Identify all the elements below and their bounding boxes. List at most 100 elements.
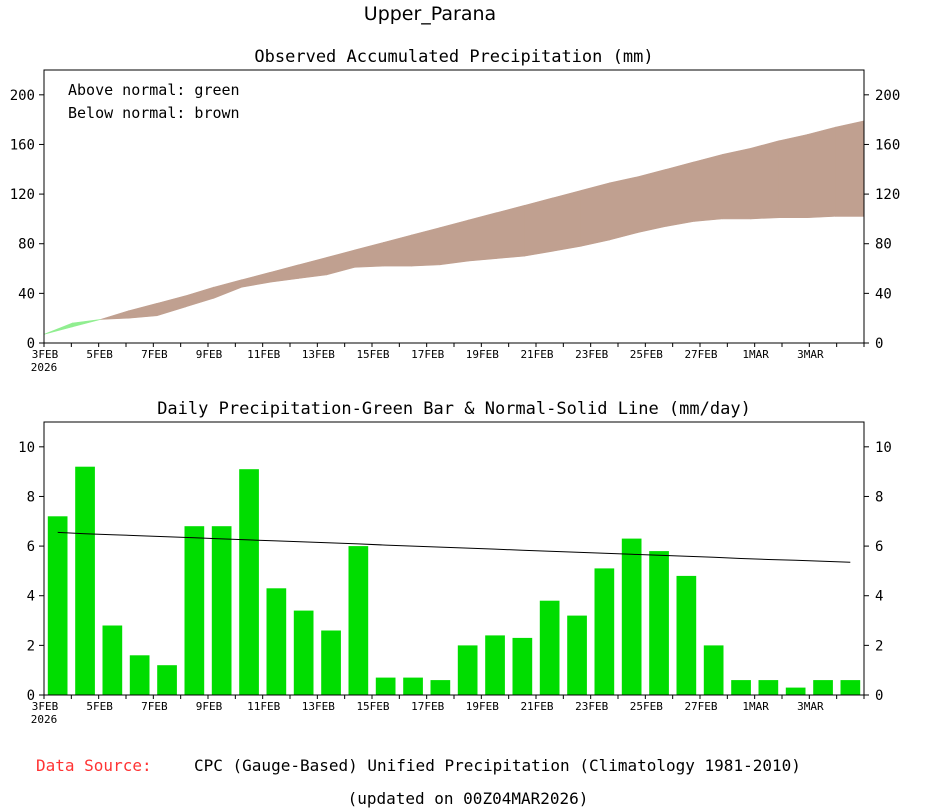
precip-bar — [785, 687, 806, 695]
accum-xtick-label: 11FEB — [247, 348, 280, 361]
accum-ytick-label-right: 120 — [875, 187, 900, 203]
precip-bar — [348, 546, 369, 695]
precip-bar — [621, 538, 642, 695]
daily-ytick-label-left: 8 — [27, 489, 35, 505]
daily-ytick-label-left: 6 — [27, 539, 35, 555]
precip-bar — [47, 516, 68, 695]
below-normal-band — [552, 190, 582, 252]
daily-ytick-label-left: 10 — [18, 440, 35, 456]
accum-ytick-label-right: 200 — [875, 88, 900, 104]
precip-bar — [731, 680, 751, 695]
precip-bar — [703, 645, 724, 695]
accum-ytick-label-left: 40 — [18, 286, 35, 302]
below-normal-band — [411, 227, 441, 267]
below-normal-band — [524, 197, 554, 257]
accum-ytick-label-right: 80 — [875, 237, 892, 253]
legend-below-normal: Below normal: brown — [68, 104, 240, 122]
precip-bar — [375, 677, 396, 695]
accum-xtick-label: 21FEB — [520, 348, 553, 361]
below-normal-band — [241, 271, 271, 288]
accum-xtick-label: 19FEB — [466, 348, 499, 361]
legend-above-normal: Above normal: green — [68, 81, 240, 99]
daily-ytick-label-left: 0 — [27, 688, 35, 704]
daily-axes: Daily Precipitation-Green Bar & Normal-S… — [18, 399, 892, 726]
accum-xtick-label: 5FEB — [86, 348, 113, 361]
accum-ytick-label-right: 160 — [875, 137, 900, 153]
precip-bar — [539, 600, 560, 695]
daily-ytick-label-right: 4 — [875, 589, 883, 605]
precip-bar — [75, 466, 95, 695]
precip-bar — [512, 637, 533, 695]
below-normal-band — [382, 234, 412, 267]
accum-xtick-label: 15FEB — [356, 348, 389, 361]
precip-bar — [758, 680, 779, 695]
precip-bar — [102, 625, 123, 695]
daily-xtick-label: 15FEB — [356, 700, 389, 713]
accum-title: Observed Accumulated Precipitation (mm) — [254, 47, 653, 67]
precip-bar — [567, 615, 587, 695]
precip-bar — [840, 680, 861, 695]
daily-xtick-label: 11FEB — [247, 700, 280, 713]
precip-bar — [157, 665, 177, 695]
data-source-text: CPC (Gauge-Based) Unified Precipitation … — [194, 756, 801, 775]
below-normal-band — [637, 168, 667, 233]
below-normal-band — [213, 279, 243, 299]
daily-ytick-label-right: 0 — [875, 688, 883, 704]
accum-xtick-label: 17FEB — [411, 348, 444, 361]
accum-axes: Observed Accumulated Precipitation (mm) 0… — [10, 47, 901, 374]
precip-bar — [266, 588, 287, 695]
accum-xtick-label: 7FEB — [141, 348, 168, 361]
daily-xtick-label: 9FEB — [196, 700, 223, 713]
daily-xtick-label: 3MAR — [797, 700, 824, 713]
daily-xtick-label: 7FEB — [141, 700, 168, 713]
precip-bar — [676, 575, 697, 695]
daily-xtick-label: 13FEB — [302, 700, 335, 713]
normal-line — [57, 531, 851, 563]
accum-xyear-label: 2026 — [31, 361, 58, 374]
below-normal-band — [750, 140, 780, 220]
daily-xtick-label: 1MAR — [742, 700, 769, 713]
accum-plot-frame — [43, 69, 865, 344]
below-normal-band — [100, 310, 130, 320]
accum-xtick-label: 1MAR — [742, 348, 769, 361]
below-normal-band — [185, 286, 214, 308]
precip-bar — [184, 526, 205, 695]
below-normal-band — [298, 257, 328, 279]
below-normal-band — [835, 120, 865, 217]
below-normal-band — [722, 147, 752, 220]
precip-bar — [594, 568, 615, 695]
accum-ytick-label-left: 160 — [10, 137, 35, 153]
precip-bar — [430, 680, 451, 695]
precip-bar — [239, 469, 259, 695]
daily-xtick-label: 27FEB — [684, 700, 717, 713]
accum-ytick-label-left: 80 — [18, 237, 35, 253]
daily-xyear-label: 2026 — [31, 713, 58, 726]
daily-xtick-label: 21FEB — [520, 700, 553, 713]
daily-xtick-label: 25FEB — [630, 700, 663, 713]
accum-xtick-label: 25FEB — [630, 348, 663, 361]
accum-xtick-label: 23FEB — [575, 348, 608, 361]
accum-ytick-label-right: 0 — [875, 336, 883, 352]
below-normal-band — [609, 176, 639, 241]
below-normal-band — [128, 302, 158, 319]
below-normal-band — [778, 134, 808, 218]
precip-bar — [129, 655, 150, 695]
daily-ytick-label-right: 10 — [875, 440, 892, 456]
accum-xtick-label: 27FEB — [684, 348, 717, 361]
precip-bar — [457, 645, 478, 695]
daily-xtick-label: 5FEB — [86, 700, 113, 713]
accum-ytick-label-left: 200 — [10, 88, 35, 104]
daily-plot-frame — [43, 421, 865, 696]
precip-bar — [321, 630, 341, 695]
updated-note: (updated on 00Z04MAR2026) — [348, 789, 589, 808]
below-normal-band — [439, 219, 469, 266]
above-normal-band — [43, 322, 73, 335]
below-normal-band — [269, 264, 299, 283]
below-normal-band — [326, 249, 356, 276]
daily-title: Daily Precipitation-Green Bar & Normal-S… — [157, 399, 751, 419]
precip-bar — [813, 680, 833, 695]
accum-xtick-label: 13FEB — [302, 348, 335, 361]
daily-ytick-label-right: 6 — [875, 539, 883, 555]
below-normal-band — [354, 242, 384, 268]
